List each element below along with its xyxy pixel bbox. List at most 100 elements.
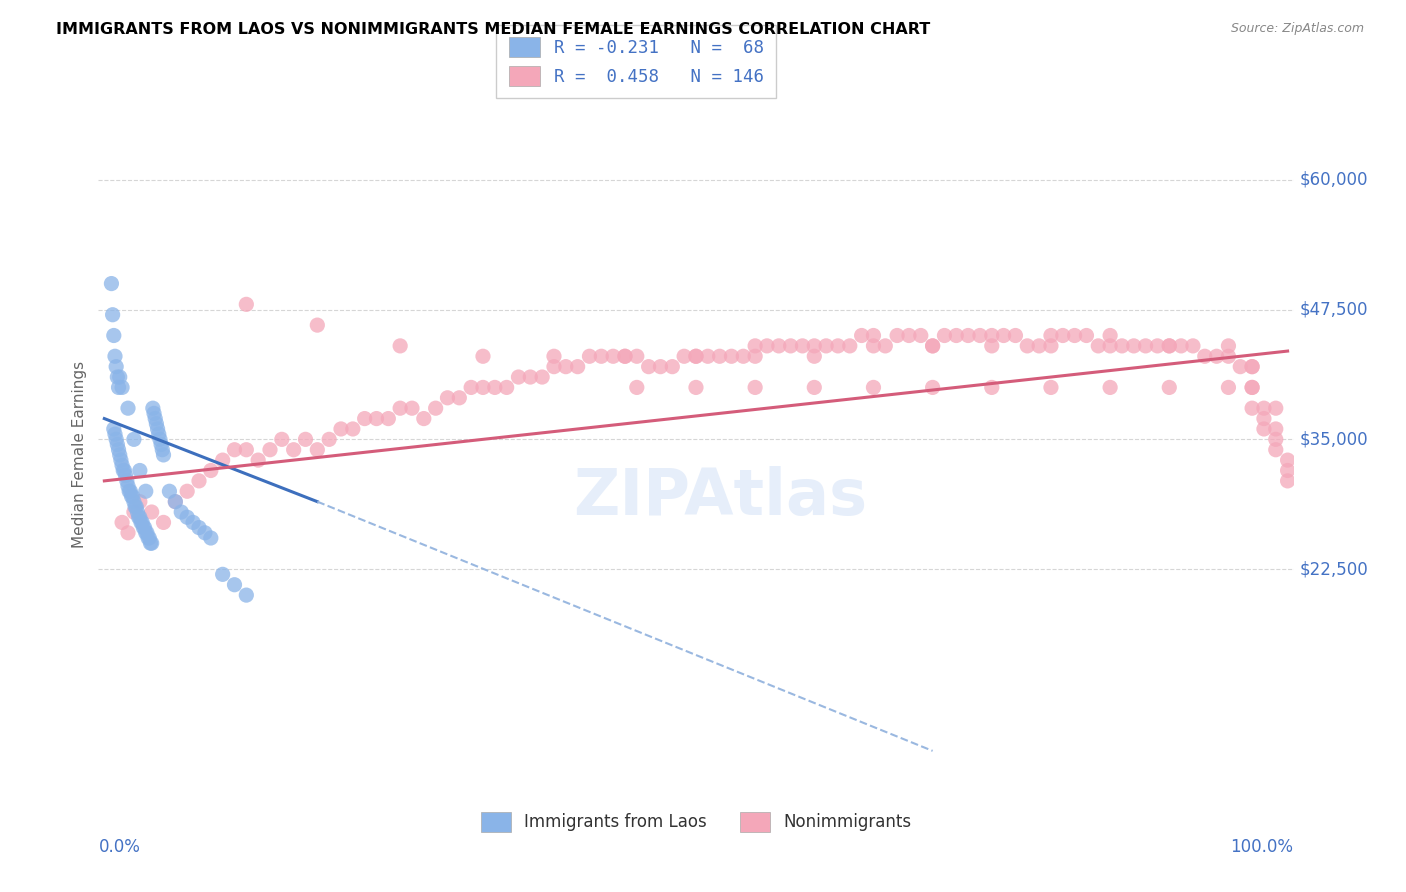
Point: [142, 401, 165, 416]
Point: [135, 525, 157, 540]
Point: [224, 442, 246, 457]
Point: [1277, 474, 1299, 488]
Point: [1052, 328, 1074, 343]
Point: [103, 328, 125, 343]
Point: [117, 401, 139, 416]
Point: [543, 359, 565, 374]
Point: [993, 328, 1015, 343]
Point: [1028, 339, 1050, 353]
Point: [138, 531, 160, 545]
Point: [111, 380, 134, 394]
Point: [1099, 328, 1122, 343]
Point: [744, 349, 766, 363]
Point: [436, 391, 458, 405]
Point: [851, 328, 873, 343]
Point: [200, 531, 222, 545]
Point: [425, 401, 447, 416]
Point: [1253, 422, 1275, 436]
Point: [614, 349, 637, 363]
Point: [412, 411, 434, 425]
Text: IMMIGRANTS FROM LAOS VS NONIMMIGRANTS MEDIAN FEMALE EARNINGS CORRELATION CHART: IMMIGRANTS FROM LAOS VS NONIMMIGRANTS ME…: [56, 22, 931, 37]
Point: [1264, 442, 1286, 457]
Point: [554, 359, 576, 374]
Point: [1241, 380, 1264, 394]
Point: [1004, 328, 1026, 343]
Point: [141, 505, 163, 519]
Point: [247, 453, 270, 467]
Point: [1205, 349, 1227, 363]
Point: [117, 479, 139, 493]
Point: [1076, 328, 1098, 343]
Point: [637, 359, 659, 374]
Point: [135, 484, 157, 499]
Point: [134, 520, 156, 534]
Point: [1039, 328, 1062, 343]
Point: [122, 433, 145, 447]
Point: [211, 453, 233, 467]
Point: [1241, 380, 1264, 394]
Point: [259, 442, 281, 457]
Point: [128, 510, 150, 524]
Point: [307, 442, 329, 457]
Point: [755, 339, 778, 353]
Point: [673, 349, 696, 363]
Point: [1063, 328, 1085, 343]
Legend: Immigrants from Laos, Nonimmigrants: Immigrants from Laos, Nonimmigrants: [468, 801, 924, 843]
Point: [152, 516, 174, 530]
Point: [862, 339, 884, 353]
Point: [125, 500, 148, 514]
Point: [143, 411, 166, 425]
Point: [389, 339, 412, 353]
Point: [128, 510, 150, 524]
Point: [124, 500, 146, 514]
Point: [143, 406, 166, 420]
Point: [460, 380, 482, 394]
Point: [188, 520, 211, 534]
Point: [122, 494, 145, 508]
Point: [176, 510, 198, 524]
Point: [685, 349, 707, 363]
Point: [157, 484, 180, 499]
Text: $47,500: $47,500: [1299, 301, 1368, 318]
Point: [211, 567, 233, 582]
Point: [827, 339, 849, 353]
Point: [1241, 401, 1264, 416]
Point: [121, 490, 143, 504]
Point: [377, 411, 399, 425]
Point: [283, 442, 305, 457]
Point: [543, 349, 565, 363]
Point: [114, 463, 136, 477]
Point: [1218, 349, 1240, 363]
Point: [353, 411, 375, 425]
Point: [366, 411, 388, 425]
Text: ZIPAtlas: ZIPAtlas: [572, 466, 868, 528]
Point: [117, 525, 139, 540]
Point: [921, 339, 943, 353]
Point: [128, 463, 150, 477]
Point: [650, 359, 672, 374]
Point: [176, 484, 198, 499]
Point: [270, 433, 292, 447]
Point: [1264, 401, 1286, 416]
Point: [519, 370, 541, 384]
Point: [127, 505, 149, 519]
Point: [449, 391, 471, 405]
Point: [139, 536, 162, 550]
Point: [342, 422, 364, 436]
Point: [235, 442, 257, 457]
Point: [803, 380, 825, 394]
Point: [104, 349, 127, 363]
Point: [733, 349, 755, 363]
Point: [472, 380, 495, 394]
Point: [591, 349, 613, 363]
Point: [744, 339, 766, 353]
Point: [105, 359, 128, 374]
Point: [1099, 380, 1122, 394]
Point: [744, 380, 766, 394]
Point: [1087, 339, 1109, 353]
Point: [567, 359, 589, 374]
Point: [792, 339, 814, 353]
Point: [145, 417, 167, 431]
Point: [897, 328, 920, 343]
Point: [1241, 359, 1264, 374]
